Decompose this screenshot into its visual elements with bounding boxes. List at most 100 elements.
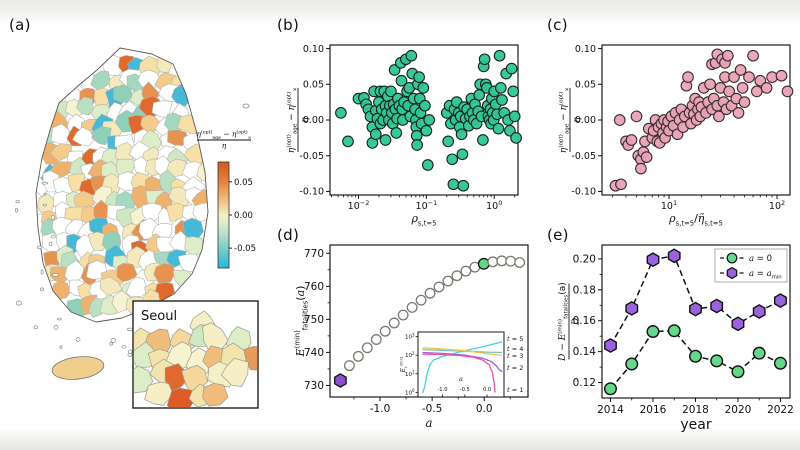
- data-point-amin: [710, 298, 724, 314]
- colorbar: 0.05 0.00 -0.05 η(opt)age − η(opt)×η: [196, 130, 256, 269]
- scatter-point: [510, 132, 522, 144]
- y-tick-label: 760: [304, 281, 324, 293]
- scatter-point: [493, 49, 506, 62]
- scatter-point: [734, 64, 747, 76]
- inset-x-tick-label: -0.5: [460, 387, 470, 393]
- scatter-point: [508, 110, 521, 123]
- scatter-point: [417, 82, 430, 94]
- inset-x-tick-label: -1.0: [437, 387, 447, 393]
- small-island: [42, 203, 47, 207]
- scatter-point: [747, 49, 759, 62]
- data-point-a0: [773, 356, 787, 370]
- scatter-point: [732, 107, 745, 119]
- jeju-island: [51, 356, 105, 380]
- legend-hexagon-marker: [726, 266, 738, 280]
- data-point-amin: [774, 293, 787, 309]
- seoul-district-region: [144, 381, 174, 406]
- scatter-point: [390, 127, 403, 139]
- district-region: [166, 202, 188, 223]
- small-island: [56, 317, 62, 321]
- scatter-point: [760, 82, 773, 94]
- inset-curve: [422, 353, 496, 393]
- inset-t-label: t = 5: [507, 335, 523, 343]
- seoul-district-region: [220, 357, 249, 387]
- scatter-point: [766, 71, 778, 83]
- panel-e-plot: 2014 2016 2018 2020 2022 0.12 0.14 0.16 0.18 0.20…: [557, 244, 794, 433]
- scatter-point: [342, 135, 354, 148]
- open-circle-marker: [406, 302, 418, 313]
- open-circle-marker: [361, 342, 373, 354]
- scatter-point: [478, 53, 491, 66]
- panel-c-ylabel-denominator: η: [572, 117, 582, 123]
- open-circle-marker: [379, 325, 391, 337]
- district-region: [64, 260, 85, 285]
- y-tick-label: -0.10: [299, 187, 324, 198]
- colorbar-title-denominator: η: [222, 141, 227, 150]
- small-island: [40, 287, 44, 292]
- open-circle-marker: [388, 317, 400, 329]
- y-tick-label: -0.10: [571, 187, 596, 198]
- scatter-point: [743, 71, 755, 83]
- seoul-inset: Seoul: [132, 300, 259, 409]
- data-point-amin: [646, 252, 660, 268]
- inset-curve: [422, 347, 503, 357]
- small-island: [14, 208, 19, 213]
- district-region: [167, 129, 188, 147]
- small-island: [75, 337, 81, 342]
- small-island: [127, 353, 133, 357]
- scatter-point: [613, 114, 626, 126]
- scatter-point: [781, 85, 794, 98]
- district-region: [49, 143, 72, 162]
- x-tick-label: -0.5: [422, 403, 443, 415]
- scatter-point: [682, 71, 694, 83]
- panel-c-xlabel: ρs,t=5/η̃s,t=5: [668, 212, 723, 227]
- small-island: [59, 345, 63, 349]
- y-tick-label: 0.05: [303, 79, 324, 90]
- y-tick-label: 0.10: [575, 44, 596, 55]
- scatter-point: [446, 153, 459, 166]
- open-circle-marker: [433, 281, 445, 293]
- data-point-a0: [625, 357, 639, 371]
- data-point-a0: [752, 346, 766, 360]
- small-island: [36, 245, 43, 250]
- x-tick-label: 2020: [725, 404, 752, 416]
- scatter-point: [369, 128, 382, 141]
- y-tick-label: 740: [304, 347, 324, 359]
- scatter-point: [507, 85, 520, 98]
- district-region: [166, 249, 187, 269]
- x-tick-label: 0.0: [476, 403, 493, 415]
- scatter-point: [505, 62, 518, 75]
- legend-box: [714, 248, 788, 283]
- legend-circle-marker: [726, 252, 738, 264]
- scatter-point: [395, 74, 408, 87]
- scatter-point: [457, 179, 470, 192]
- data-point-a0: [646, 325, 660, 339]
- small-island: [15, 200, 20, 204]
- seoul-district-region: [166, 387, 194, 407]
- x-tick-label: 101: [661, 199, 677, 212]
- scatter-point: [721, 49, 734, 62]
- scatter-point: [421, 159, 434, 171]
- small-island: [127, 327, 134, 332]
- y-tick-label: 0.20: [573, 253, 596, 265]
- data-point-a0: [710, 354, 724, 368]
- small-island: [40, 269, 44, 275]
- open-circle-marker: [424, 287, 436, 299]
- scatter-point: [736, 82, 749, 94]
- y-tick-label: 0.10: [303, 44, 324, 55]
- data-point-a0: [731, 365, 745, 379]
- open-circle-marker: [451, 270, 463, 282]
- small-island: [33, 325, 38, 330]
- scatter-point: [630, 110, 643, 123]
- small-island: [52, 272, 59, 277]
- seoul-district-region: [165, 341, 193, 371]
- y-tick-label: 0.18: [573, 284, 596, 296]
- inset-curve: [422, 351, 503, 373]
- colorbar-tick-label: 0.00: [234, 211, 253, 221]
- data-point-amin: [604, 338, 617, 353]
- inset-xlabel: a: [459, 375, 463, 383]
- small-island: [110, 338, 116, 343]
- korea-map: [14, 47, 250, 380]
- small-island: [48, 241, 53, 246]
- open-circle-marker: [496, 255, 508, 267]
